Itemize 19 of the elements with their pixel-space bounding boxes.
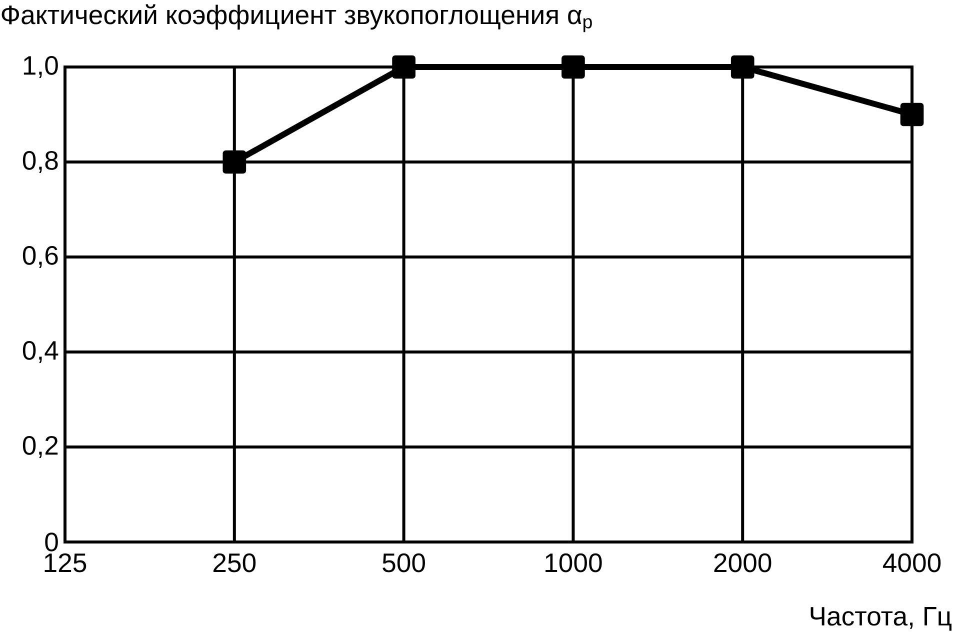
x-tick-label: 250: [213, 553, 256, 572]
x-tick-label: 125: [44, 553, 86, 572]
y-tick-label: 1,0: [24, 56, 58, 78]
point: [562, 55, 585, 79]
x-tick-label: 2000: [714, 553, 772, 572]
point: [392, 55, 416, 79]
chart-title: Фактический коэффициент звукопоглощения α$_{p}$: [2, 4, 592, 32]
point: [222, 150, 246, 174]
x-tick-label: 1000: [546, 553, 602, 572]
x-tick-label: 4000: [882, 553, 941, 572]
y-tick-label: 0,2: [22, 436, 58, 458]
y-tick-label: 0: [45, 532, 58, 552]
y-tick-label: 0,8: [22, 150, 58, 174]
x-axis-title: Частота, Гц: [810, 607, 952, 631]
y-tick-label: 0,6: [22, 246, 58, 268]
x-tick-label: 500: [382, 553, 425, 572]
point: [900, 102, 924, 126]
y-tick-label: 0,4: [22, 340, 58, 364]
point: [730, 55, 754, 79]
